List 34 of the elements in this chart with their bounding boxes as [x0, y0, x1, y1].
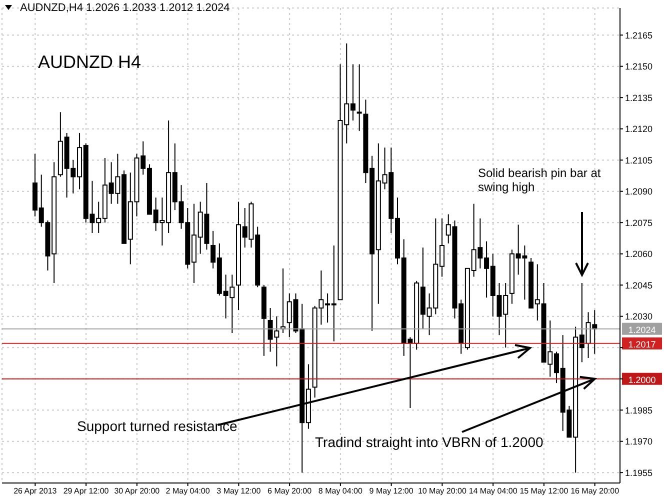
y-tick-label: 1.1955 — [625, 468, 653, 478]
text: AUDNZD H4 — [38, 52, 142, 73]
y-tick-label: 1.2165 — [625, 30, 653, 40]
y-tick-label: 1.2030 — [625, 312, 653, 322]
y-tick-label: 1.2090 — [625, 186, 653, 197]
y-tick-label: 1.1970 — [625, 436, 653, 447]
x-tick-label: 8 May 04:00 — [318, 486, 363, 496]
x-tick-label: 29 Apr 12:00 — [63, 486, 110, 496]
annotation: AUDNZD,H4 1.2026 1.2033 1.2012 1.2024 — [20, 2, 231, 16]
x-tick-label: 9 May 12:00 — [369, 486, 414, 496]
ref-line-label: 1.2017 — [628, 339, 656, 350]
y-tick-label: 1.2105 — [625, 155, 653, 166]
x-tick-label: 14 May 04:00 — [468, 486, 518, 496]
x-tick-label: 30 Apr 20:00 — [114, 486, 160, 496]
y-tick-label: 1.2060 — [625, 249, 653, 260]
x-tick-label: 16 May 20:00 — [570, 486, 620, 496]
y-tick-label: 1.2075 — [625, 218, 653, 228]
x-tick-label: 2 May 04:00 — [166, 486, 210, 496]
x-tick-label: 10 May 20:00 — [418, 486, 467, 496]
x-tick-label: 15 May 12:00 — [520, 486, 569, 496]
y-tick-label: 1.2135 — [625, 92, 653, 103]
y-tick-label: 1.2045 — [625, 280, 653, 290]
y-tick-label: 1.2120 — [625, 124, 653, 134]
x-tick-label: 3 May 12:00 — [216, 486, 262, 496]
y-tick-label: 1.2150 — [625, 62, 653, 72]
annotation: Solid bearish pin bar at swing high — [478, 166, 602, 195]
x-tick-label: 26 Apr 2013 — [14, 486, 58, 496]
x-tick-label: 6 May 20:00 — [268, 486, 312, 496]
candlestick — [356, 64, 362, 132]
y-tick-label: 1.1985 — [625, 405, 653, 416]
annotation: Tradind straight into VBRN of 1.2000 — [315, 434, 544, 451]
annotation: Support turned resistance — [77, 418, 238, 435]
ref-line-label: 1.2024 — [628, 324, 656, 335]
ref-line-label: 1.2000 — [628, 374, 656, 385]
